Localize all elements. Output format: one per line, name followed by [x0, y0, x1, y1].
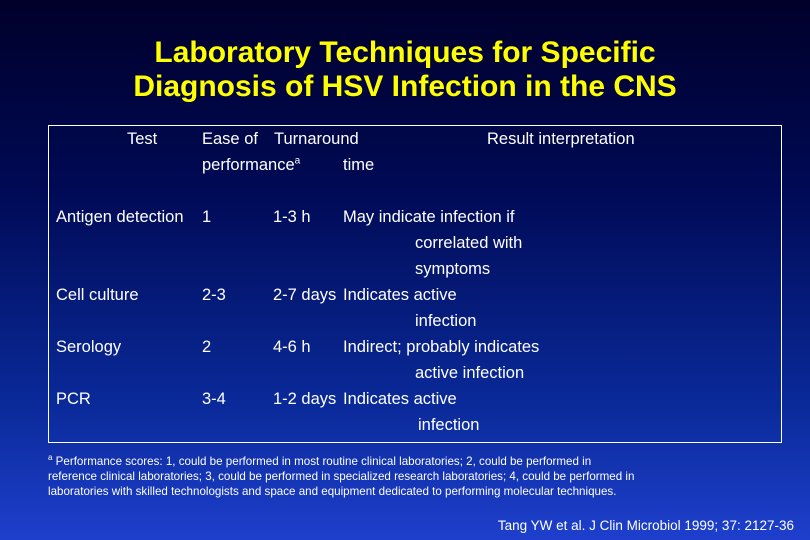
row-4-result-line2: infection — [418, 416, 480, 434]
row-3-test: Serology — [56, 338, 122, 356]
header-result: Result interpretation — [487, 130, 635, 148]
row-3-result-line2: active infection — [415, 364, 525, 382]
footnote-line-3: laboratories with skilled technologists … — [48, 485, 617, 498]
row-3-turnaround: 4-6 h — [273, 338, 311, 356]
row-4-result-line1: Indicates active — [343, 390, 457, 408]
footnote-marker: a — [294, 155, 301, 167]
header-ease-line2: performancea — [202, 152, 300, 178]
row-4-turnaround: 1-2 days — [273, 390, 337, 408]
row-1-result-line2: correlated with — [415, 234, 523, 252]
footnote-line-1: a Performance scores: 1, could be perfor… — [48, 454, 788, 469]
footnote: a Performance scores: 1, could be perfor… — [48, 454, 788, 499]
row-1-result-line1: May indicate infection if — [343, 208, 515, 226]
row-3-result-line1: Indirect; probably indicates — [343, 338, 540, 356]
row-2-result-line2: infection — [415, 312, 477, 330]
row-1-turnaround: 1-3 h — [273, 208, 311, 226]
row-2-test: Cell culture — [56, 286, 139, 304]
row-1-ease: 1 — [202, 208, 212, 226]
row-4-test: PCR — [56, 390, 91, 408]
footnote-marker-symbol: a — [48, 453, 53, 463]
title-line-2: Diagnosis of HSV Infection in the CNS — [133, 70, 677, 103]
row-1-test: Antigen detection — [56, 208, 184, 226]
row-1-result-line3: symptoms — [415, 260, 491, 278]
slide-title: Laboratory Techniques for Specific Diagn… — [0, 36, 810, 104]
header-turnaround-line1: Turnaround — [274, 130, 359, 148]
header-ease-line1: Ease of — [202, 130, 258, 148]
row-2-ease: 2-3 — [202, 286, 226, 304]
row-4-ease: 3-4 — [202, 390, 226, 408]
header-turnaround-line2: time — [343, 156, 375, 174]
title-line-1: Laboratory Techniques for Specific — [154, 36, 656, 69]
row-2-turnaround: 2-7 days — [273, 286, 337, 304]
row-2-result-line1: Indicates active — [343, 286, 457, 304]
row-3-ease: 2 — [202, 338, 212, 356]
footnote-line-2: reference clinical laboratories; 3, coul… — [48, 470, 635, 483]
header-ease-label: performance — [202, 156, 295, 174]
header-test: Test — [127, 130, 158, 148]
techniques-table: Test Ease of performancea Turnaround tim… — [48, 125, 782, 443]
footnote-text-1: Performance scores: 1, could be performe… — [52, 455, 592, 468]
citation: Tang YW et al. J Clin Microbiol 1999; 37… — [497, 518, 794, 533]
